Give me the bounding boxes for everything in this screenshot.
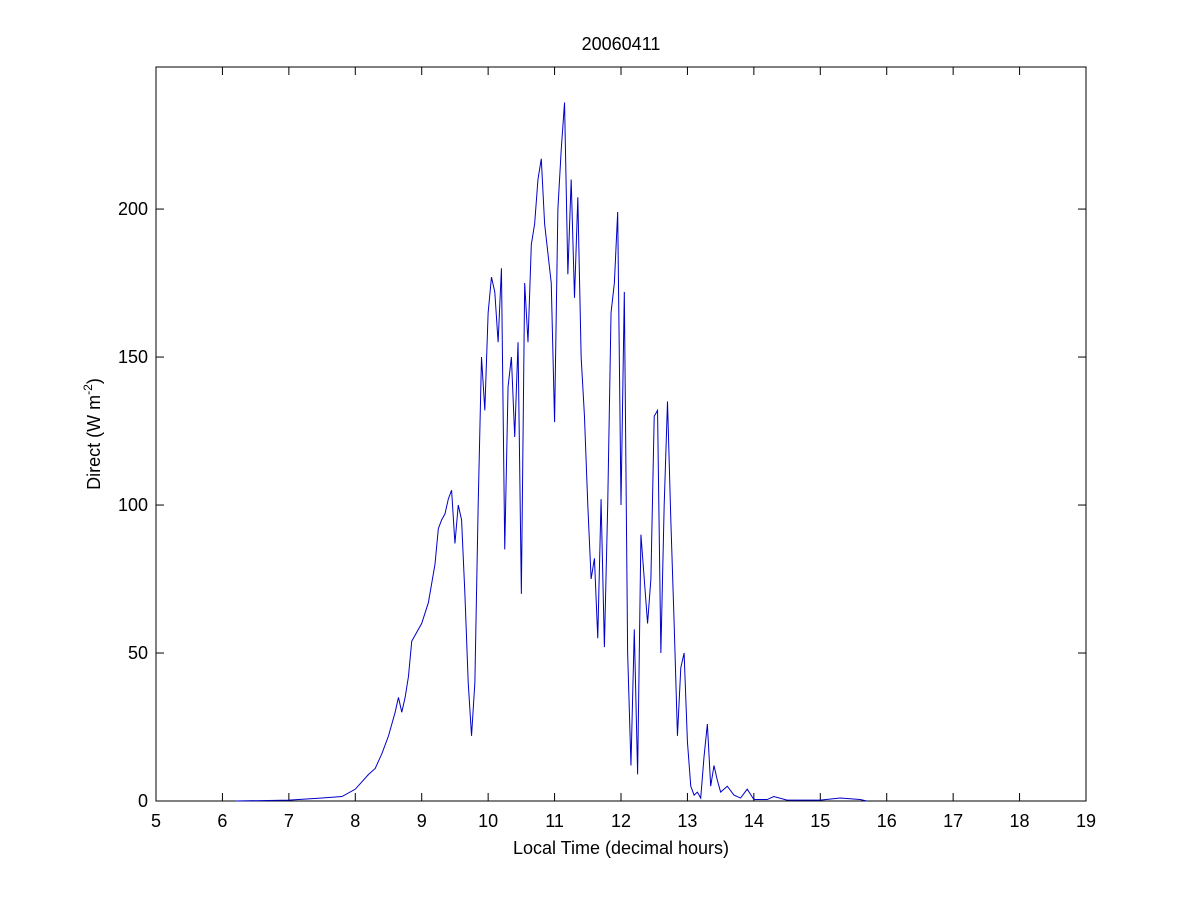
y-axis-label-sup: -2: [81, 384, 95, 395]
y-tick-label: 150: [118, 347, 148, 367]
x-tick-label: 7: [284, 811, 294, 831]
x-tick-label: 11: [545, 811, 564, 831]
x-tick-label: 16: [877, 811, 897, 831]
x-tick-label: 6: [217, 811, 227, 831]
y-tick-label: 50: [128, 643, 148, 663]
y-tick-label: 0: [138, 791, 148, 811]
x-tick-label: 9: [417, 811, 427, 831]
y-axis-label: Direct (W m-2): [81, 378, 104, 490]
x-tick-label: 15: [810, 811, 830, 831]
x-tick-label: 13: [677, 811, 697, 831]
x-axis-label: Local Time (decimal hours): [513, 838, 729, 858]
y-axis-label-end: ): [84, 378, 104, 384]
plot-frame: [155, 66, 1087, 802]
x-tick-label: 5: [151, 811, 161, 831]
x-tick-label: 17: [943, 811, 963, 831]
y-axis-label-text: Direct (W m: [84, 395, 104, 490]
data-line: [235, 102, 867, 802]
y-tick-label: 100: [118, 495, 148, 515]
x-tick-label: 8: [350, 811, 360, 831]
x-tick-label: 18: [1010, 811, 1030, 831]
chart-title: 20060411: [582, 34, 661, 54]
y-tick-label: 200: [118, 199, 148, 219]
x-tick-label: 12: [611, 811, 631, 831]
x-tick-label: 19: [1076, 811, 1096, 831]
x-tick-label: 14: [744, 811, 764, 831]
x-tick-label: 10: [478, 811, 498, 831]
